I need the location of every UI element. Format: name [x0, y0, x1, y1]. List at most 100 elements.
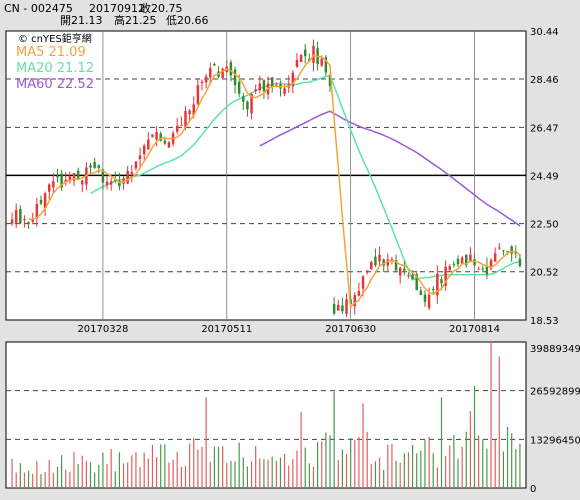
volume-bar: [15, 472, 17, 488]
price-tick-label: 28.46: [530, 75, 559, 86]
candle-body: [444, 266, 447, 287]
volume-bar: [127, 462, 129, 488]
candle-body: [493, 253, 497, 262]
volume-panel: [5, 341, 527, 489]
price-tick-label: 24.49: [530, 171, 559, 182]
candle-body: [60, 173, 63, 188]
candle-body: [56, 176, 59, 178]
volume-bar: [387, 444, 389, 488]
volume-bar: [378, 457, 381, 488]
volume-bar: [494, 439, 496, 488]
ma60-line: [259, 110, 521, 227]
candle-body: [246, 101, 249, 110]
candle-body: [436, 273, 439, 296]
volume-bar: [65, 469, 67, 488]
price-tick-label: 18.53: [530, 316, 559, 327]
volume-bar: [478, 435, 480, 488]
volume-bar: [94, 472, 96, 488]
candle-body: [47, 184, 51, 192]
candle-body: [419, 290, 423, 295]
volume-bar: [164, 444, 166, 488]
candle-body: [324, 57, 328, 73]
volume-bar: [139, 466, 141, 488]
volume-bar: [317, 442, 319, 488]
candle-body: [204, 76, 208, 83]
volume-bar: [201, 447, 203, 488]
volume-bar: [255, 446, 257, 488]
volume-bar: [329, 435, 331, 488]
volume-tick-label: 39889349: [530, 344, 580, 355]
volume-bar: [420, 450, 422, 488]
price-tick-label: 22.50: [530, 220, 559, 231]
candle-body: [31, 219, 34, 222]
candle-body: [23, 219, 26, 221]
candle-body: [64, 179, 67, 182]
volume-bar: [44, 472, 46, 488]
candle-body: [440, 279, 443, 284]
volume-bar: [321, 441, 323, 488]
price-tick-label: 26.47: [530, 123, 559, 134]
volume-bar: [391, 443, 393, 488]
candle-body: [320, 58, 323, 66]
candle-body: [163, 140, 167, 144]
volume-bar: [506, 426, 509, 488]
volume-bar: [89, 462, 92, 488]
volume-bar: [151, 444, 154, 488]
candle-body: [105, 181, 109, 186]
volume-bar: [354, 440, 356, 488]
volume-bar: [263, 459, 265, 488]
candle-body: [283, 88, 286, 94]
header-high: 高21.25: [114, 13, 157, 27]
candle-body: [415, 274, 418, 291]
candle-body: [353, 295, 357, 307]
candle-body: [407, 275, 410, 277]
watermark: © cnYES鉅亨網: [18, 32, 92, 45]
volume-bar: [473, 385, 476, 488]
date-tick-label: 20170328: [77, 324, 128, 335]
header-open: 開21.13: [60, 14, 103, 27]
volume-bar: [160, 444, 162, 488]
volume-bar: [445, 455, 447, 488]
volume-bar: [337, 459, 339, 488]
candle-body: [291, 72, 295, 87]
volume-bar: [325, 432, 327, 488]
legend-entry: MA20 21.12: [16, 61, 94, 76]
candle-body: [68, 176, 72, 182]
candle-body: [270, 77, 274, 87]
volume-bar: [122, 463, 125, 488]
candle-body: [332, 303, 336, 314]
candle-body: [72, 173, 76, 181]
price-tick-label: 30.44: [530, 27, 559, 38]
volume-bar: [40, 474, 42, 488]
volume-bar: [238, 442, 240, 488]
volume-bar: [370, 463, 372, 488]
volume-bar: [424, 440, 426, 488]
volume-bar: [102, 452, 104, 488]
volume-bar: [407, 452, 410, 488]
volume-bar: [77, 464, 79, 488]
candle-body: [345, 299, 348, 314]
volume-bar: [213, 446, 215, 488]
candle-body: [237, 81, 241, 94]
volume-bar: [275, 460, 277, 488]
candle-body: [502, 250, 505, 252]
candle-body: [93, 161, 96, 168]
volume-bar: [147, 458, 149, 488]
volume-bar: [143, 452, 145, 488]
volume-bar: [52, 472, 54, 488]
volume-grid: [6, 390, 526, 440]
candle-body: [109, 181, 113, 185]
candle-body: [374, 256, 377, 266]
candle-body: [460, 257, 464, 264]
volume-bar: [106, 464, 108, 488]
volume-bar: [135, 452, 137, 488]
volume-bar: [333, 391, 335, 488]
legend-entry: MA60 22.52: [16, 77, 94, 92]
ma5-line: [28, 54, 521, 309]
candle-body: [213, 63, 216, 66]
candle-body: [192, 104, 195, 116]
volume-series: [11, 342, 521, 488]
candle-body: [209, 68, 212, 78]
volume-bar: [23, 472, 26, 488]
